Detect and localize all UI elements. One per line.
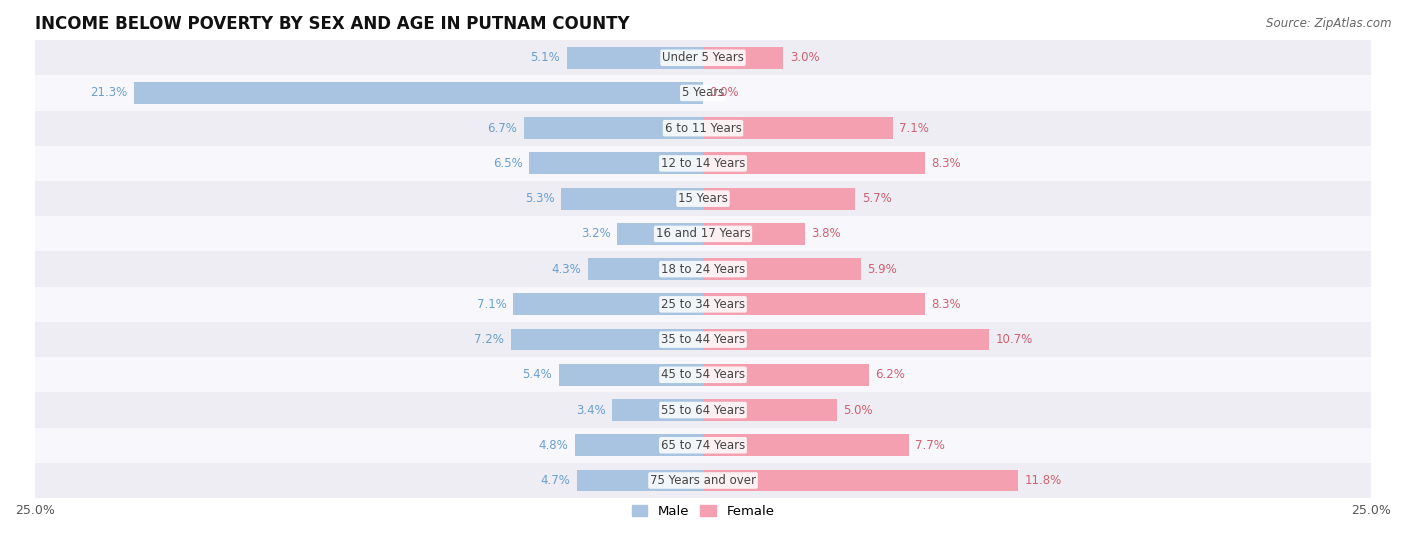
Text: 55 to 64 Years: 55 to 64 Years (661, 404, 745, 416)
Text: 5 Years: 5 Years (682, 87, 724, 100)
Bar (703, 470, 1018, 491)
Text: 8.3%: 8.3% (932, 157, 962, 170)
Bar (703, 153, 925, 174)
Text: Under 5 Years: Under 5 Years (662, 51, 744, 64)
Bar (567, 47, 703, 69)
Text: 25 to 34 Years: 25 to 34 Years (661, 298, 745, 311)
Bar (703, 364, 869, 386)
Text: 7.7%: 7.7% (915, 439, 945, 452)
Bar (617, 223, 703, 245)
Text: 4.7%: 4.7% (541, 474, 571, 487)
Text: 5.0%: 5.0% (844, 404, 873, 416)
Text: 3.0%: 3.0% (790, 51, 820, 64)
Bar (35, 392, 1371, 428)
Text: 10.7%: 10.7% (995, 333, 1033, 346)
Text: 18 to 24 Years: 18 to 24 Years (661, 263, 745, 276)
Bar (35, 287, 1371, 322)
Bar (575, 434, 703, 456)
Text: 35 to 44 Years: 35 to 44 Years (661, 333, 745, 346)
Bar (35, 75, 1371, 111)
Bar (703, 117, 893, 139)
Text: 4.3%: 4.3% (551, 263, 582, 276)
Text: 7.1%: 7.1% (900, 122, 929, 135)
Text: 12 to 14 Years: 12 to 14 Years (661, 157, 745, 170)
Text: 7.1%: 7.1% (477, 298, 506, 311)
Bar (578, 470, 703, 491)
Text: 11.8%: 11.8% (1025, 474, 1063, 487)
Text: 8.3%: 8.3% (932, 298, 962, 311)
Bar (524, 117, 703, 139)
Bar (588, 258, 703, 280)
Text: 6 to 11 Years: 6 to 11 Years (665, 122, 741, 135)
Bar (35, 181, 1371, 216)
Text: 5.7%: 5.7% (862, 192, 891, 205)
Bar (35, 111, 1371, 146)
Legend: Male, Female: Male, Female (626, 500, 780, 524)
Bar (35, 322, 1371, 357)
Bar (35, 40, 1371, 75)
Bar (703, 399, 837, 421)
Text: 3.8%: 3.8% (811, 228, 841, 240)
Text: Source: ZipAtlas.com: Source: ZipAtlas.com (1267, 17, 1392, 30)
Bar (35, 216, 1371, 252)
Text: 6.7%: 6.7% (488, 122, 517, 135)
Bar (558, 364, 703, 386)
Text: 0.0%: 0.0% (710, 87, 740, 100)
Bar (35, 357, 1371, 392)
Bar (703, 258, 860, 280)
Text: 5.1%: 5.1% (530, 51, 560, 64)
Text: 7.2%: 7.2% (474, 333, 503, 346)
Bar (35, 463, 1371, 498)
Bar (134, 82, 703, 104)
Text: 65 to 74 Years: 65 to 74 Years (661, 439, 745, 452)
Text: 6.2%: 6.2% (876, 368, 905, 381)
Text: 21.3%: 21.3% (90, 87, 127, 100)
Bar (510, 329, 703, 350)
Bar (35, 252, 1371, 287)
Text: 15 Years: 15 Years (678, 192, 728, 205)
Bar (35, 428, 1371, 463)
Bar (529, 153, 703, 174)
Text: 16 and 17 Years: 16 and 17 Years (655, 228, 751, 240)
Text: 45 to 54 Years: 45 to 54 Years (661, 368, 745, 381)
Text: 3.4%: 3.4% (575, 404, 606, 416)
Bar (703, 223, 804, 245)
Bar (612, 399, 703, 421)
Bar (35, 146, 1371, 181)
Bar (513, 293, 703, 315)
Text: 5.9%: 5.9% (868, 263, 897, 276)
Text: INCOME BELOW POVERTY BY SEX AND AGE IN PUTNAM COUNTY: INCOME BELOW POVERTY BY SEX AND AGE IN P… (35, 15, 630, 33)
Bar (703, 329, 988, 350)
Text: 5.3%: 5.3% (524, 192, 555, 205)
Bar (703, 434, 908, 456)
Text: 3.2%: 3.2% (581, 228, 610, 240)
Text: 4.8%: 4.8% (538, 439, 568, 452)
Bar (561, 188, 703, 210)
Text: 6.5%: 6.5% (494, 157, 523, 170)
Bar (703, 47, 783, 69)
Text: 5.4%: 5.4% (522, 368, 553, 381)
Bar (703, 188, 855, 210)
Bar (703, 293, 925, 315)
Text: 75 Years and over: 75 Years and over (650, 474, 756, 487)
